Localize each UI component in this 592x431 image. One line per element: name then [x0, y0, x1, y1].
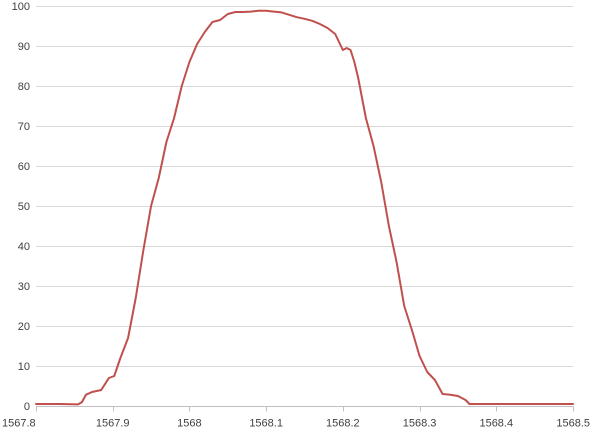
y-tick-label: 60 — [18, 161, 30, 173]
y-tick-label: 20 — [18, 321, 30, 333]
x-tick-label: 1568.5 — [556, 418, 590, 430]
y-tick-label: 100 — [12, 1, 30, 13]
y-tick-labels: 0 10 20 30 40 50 60 70 80 90 100 — [12, 1, 30, 413]
y-tick-label: 50 — [18, 201, 30, 213]
x-tick-label: 1568.1 — [249, 418, 283, 430]
grid — [36, 6, 573, 367]
x-tick-labels: 1567.8 1567.9 1568 1568.1 1568.2 1568.3 1568.4… — [2, 418, 590, 430]
series-line-0 — [35, 9, 574, 406]
y-tick-label: 90 — [18, 41, 30, 53]
x-tick-label: 1568.3 — [403, 418, 437, 430]
y-tick-label: 40 — [18, 241, 30, 253]
x-tick-label: 1568.2 — [326, 418, 360, 430]
x-tick-label: 1568.4 — [479, 418, 513, 430]
y-tick-label: 10 — [18, 361, 30, 373]
x-tick-label: 1567.9 — [96, 418, 130, 430]
y-tick-label: 70 — [18, 121, 30, 133]
y-tick-label: 30 — [18, 281, 30, 293]
y-tick-label: 80 — [18, 81, 30, 93]
x-tick-label: 1568 — [177, 418, 201, 430]
x-tick-label: 1567.8 — [2, 418, 36, 430]
y-tick-label: 0 — [24, 401, 30, 413]
series-layer — [35, 9, 574, 406]
axes — [36, 406, 574, 412]
